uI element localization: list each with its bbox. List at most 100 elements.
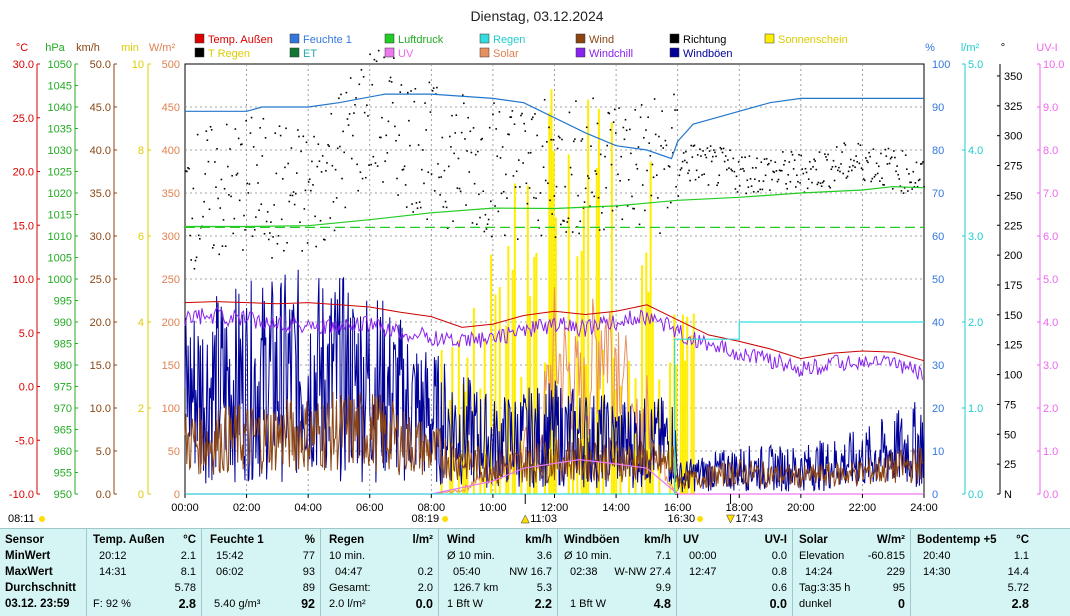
solar-avg: 95 xyxy=(892,582,905,594)
direction-point xyxy=(842,172,845,175)
uv-min-time: 00:00 xyxy=(689,550,717,562)
direction-point xyxy=(619,179,621,182)
axis-tick-dir-7: 175 xyxy=(1004,280,1022,292)
axis-tick-rain-5: 0.0 xyxy=(968,489,983,501)
axis-tick-temp-1: 25.0 xyxy=(13,113,34,125)
direction-point xyxy=(863,179,866,182)
direction-point xyxy=(777,178,780,181)
direction-point xyxy=(812,166,814,168)
direction-point xyxy=(338,97,340,100)
axis-tick-hpa-9: 1005 xyxy=(48,253,72,265)
direction-point xyxy=(600,212,603,214)
direction-point xyxy=(464,138,466,140)
direction-point xyxy=(662,147,665,149)
direction-point xyxy=(825,156,827,158)
direction-point xyxy=(425,129,427,131)
axis-tick-dir-8: 150 xyxy=(1004,310,1022,322)
direction-point xyxy=(238,199,241,202)
direction-point xyxy=(581,138,584,140)
direction-point xyxy=(335,197,338,199)
direction-point xyxy=(404,184,407,186)
direction-point xyxy=(733,170,736,173)
direction-point xyxy=(664,139,667,142)
direction-point xyxy=(908,173,910,175)
direction-point xyxy=(376,165,379,167)
direction-point xyxy=(582,207,585,209)
axis-tick-pct-6: 40 xyxy=(932,317,944,329)
direction-point xyxy=(387,120,390,123)
direction-point xyxy=(786,187,788,190)
direction-point xyxy=(220,178,223,181)
direction-point xyxy=(392,57,395,59)
direction-point xyxy=(298,135,300,138)
solar-daylength: Tag:3:35 h xyxy=(799,582,851,594)
direction-point xyxy=(482,190,485,193)
direction-point xyxy=(322,238,325,241)
direction-point xyxy=(458,187,461,190)
axis-tick-kmh-0: 50.0 xyxy=(90,59,111,71)
direction-point xyxy=(849,158,852,161)
hum-max-time: 06:02 xyxy=(216,566,244,578)
direction-point xyxy=(566,221,569,223)
direction-point xyxy=(835,146,838,148)
axis-tick-uv-4: 6.0 xyxy=(1043,231,1058,243)
axis-tick-dir-10: 100 xyxy=(1004,370,1022,382)
direction-point xyxy=(475,223,478,226)
axis-unit-min: min xyxy=(121,42,139,54)
direction-point xyxy=(641,184,644,186)
legend-swatch-3 xyxy=(479,33,490,44)
soil-now: 2.8 xyxy=(1011,597,1029,611)
axis-tick-min-4: 2 xyxy=(138,403,144,415)
direction-point xyxy=(204,173,206,175)
soil-unit: °C xyxy=(1016,534,1029,546)
direction-point xyxy=(666,206,669,209)
direction-point xyxy=(443,169,446,172)
direction-point xyxy=(518,159,520,161)
sunrise-sun-icon xyxy=(39,516,45,522)
direction-point xyxy=(867,161,869,164)
direction-point xyxy=(607,111,610,114)
direction-point xyxy=(368,164,370,166)
direction-point xyxy=(911,188,913,190)
direction-point xyxy=(227,165,229,168)
direction-point xyxy=(499,157,502,159)
direction-point xyxy=(366,104,368,107)
rain-max-time: 04:47 xyxy=(335,566,363,578)
direction-point xyxy=(917,179,920,182)
row-avg-label: Durchschnitt xyxy=(5,582,76,594)
direction-point xyxy=(875,162,878,165)
sunshine-bar xyxy=(634,378,637,494)
direction-point xyxy=(413,100,416,103)
direction-point xyxy=(447,165,450,168)
direction-point xyxy=(578,232,580,235)
direction-point xyxy=(714,151,716,154)
direction-point xyxy=(208,208,211,211)
solar-now: 0 xyxy=(898,597,905,611)
direction-point xyxy=(505,173,507,176)
direction-point xyxy=(674,109,676,111)
direction-point xyxy=(219,207,222,209)
direction-point xyxy=(857,142,860,145)
direction-point xyxy=(473,182,476,185)
temp-max: 8.1 xyxy=(180,566,196,578)
direction-point xyxy=(554,236,557,239)
direction-point xyxy=(364,176,367,179)
direction-point xyxy=(605,187,607,189)
direction-point xyxy=(441,136,444,139)
direction-point xyxy=(373,58,376,61)
x-tick-12: 24:00 xyxy=(910,502,938,514)
direction-point xyxy=(369,53,371,56)
hum-title: Feuchte 1 xyxy=(210,534,264,546)
direction-point xyxy=(813,158,815,161)
direction-point xyxy=(618,107,620,109)
direction-point xyxy=(389,76,392,79)
direction-point xyxy=(438,176,440,179)
direction-point xyxy=(916,185,919,188)
legend-swatch-6 xyxy=(764,33,775,44)
rain-total: 2.0 xyxy=(417,582,433,594)
direction-point xyxy=(304,189,307,192)
legend-label-3: Regen xyxy=(493,34,525,46)
axis-tick-hpa-0: 1050 xyxy=(48,59,72,71)
gust-title: Windböen xyxy=(564,534,620,546)
rain-now: 0.0 xyxy=(415,597,433,611)
